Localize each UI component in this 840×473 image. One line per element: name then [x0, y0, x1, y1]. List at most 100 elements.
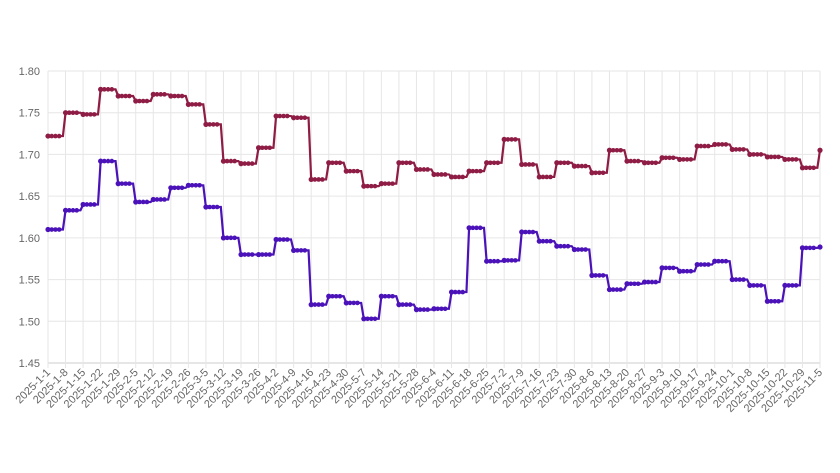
data-point [645, 279, 651, 285]
data-point [238, 161, 244, 167]
data-point [330, 160, 335, 166]
data-point [316, 302, 321, 307]
data-point [519, 161, 525, 168]
y-tick-label: 1.45 [19, 358, 40, 370]
data-point [758, 283, 764, 288]
data-point [127, 93, 132, 99]
data-point [653, 279, 659, 285]
data-point [488, 258, 493, 264]
data-point [741, 147, 746, 152]
y-tick-label: 1.80 [19, 66, 40, 78]
data-point [302, 248, 308, 253]
data-point [273, 236, 279, 243]
data-point [571, 163, 577, 169]
data-point [751, 283, 756, 288]
y-tick-label: 1.50 [19, 316, 40, 328]
data-point [618, 287, 623, 292]
data-point [776, 298, 781, 304]
data-point [505, 258, 511, 263]
data-point [571, 246, 577, 253]
data-point [56, 133, 62, 139]
data-point [123, 181, 128, 186]
data-point [298, 248, 304, 253]
data-point [624, 158, 630, 164]
data-point [386, 181, 392, 186]
data-point [452, 174, 458, 180]
data-point [390, 181, 395, 186]
data-point [684, 268, 690, 274]
data-point [150, 196, 156, 203]
data-point [88, 202, 93, 207]
y-tick-label: 1.55 [19, 275, 40, 287]
data-point [431, 171, 437, 178]
data-point [628, 281, 634, 287]
data-point [185, 101, 191, 107]
data-point [817, 244, 823, 250]
data-point [175, 93, 181, 99]
data-point [466, 168, 472, 174]
data-point [583, 247, 588, 252]
data-point [649, 279, 655, 285]
data-point [291, 247, 297, 253]
data-point [214, 122, 220, 127]
data-point [635, 281, 641, 287]
data-point [575, 247, 581, 252]
data-point [772, 154, 778, 160]
data-point [425, 307, 430, 312]
data-point [162, 92, 167, 97]
data-point [259, 145, 265, 151]
data-point [291, 115, 297, 121]
data-point [400, 160, 405, 166]
data-point [407, 160, 413, 166]
data-point [649, 160, 655, 166]
data-point [565, 160, 571, 166]
data-point [295, 115, 300, 121]
data-point [185, 182, 191, 188]
data-point [109, 87, 115, 92]
data-point [460, 289, 466, 295]
data-point [295, 248, 300, 253]
data-point [242, 252, 248, 257]
data-point [456, 289, 462, 295]
data-point [610, 147, 616, 153]
data-point [694, 143, 700, 149]
data-point [214, 204, 220, 210]
data-point [343, 168, 349, 174]
data-point [799, 165, 806, 171]
data-point [372, 316, 378, 322]
data-point [343, 300, 349, 306]
data-point [702, 262, 707, 267]
data-point [716, 142, 721, 147]
data-point [747, 282, 753, 289]
data-point [589, 170, 595, 176]
data-point [772, 298, 778, 304]
data-point [232, 158, 237, 164]
data-point [88, 112, 93, 117]
x-axis: 2025-1-12025-1-82025-1-152025-1-222025-1… [13, 367, 825, 415]
data-point [470, 168, 476, 174]
data-point [382, 181, 388, 186]
data-point [179, 185, 185, 191]
grid [47, 70, 821, 368]
data-point [404, 302, 409, 307]
data-point [530, 162, 536, 167]
data-point [548, 238, 553, 244]
data-point [56, 227, 62, 232]
data-point [189, 182, 195, 188]
data-point [197, 102, 202, 107]
data-point [368, 316, 374, 322]
data-point [548, 174, 553, 180]
data-point [635, 158, 641, 164]
data-point [53, 227, 58, 232]
data-point [793, 157, 799, 162]
data-point [733, 277, 739, 282]
data-point [207, 204, 212, 210]
data-point [610, 287, 616, 292]
data-point [659, 265, 665, 271]
data-point [600, 170, 606, 176]
data-point [378, 293, 384, 299]
data-point [719, 142, 725, 147]
data-point [140, 199, 146, 205]
data-point [712, 141, 718, 148]
data-point [263, 252, 269, 257]
